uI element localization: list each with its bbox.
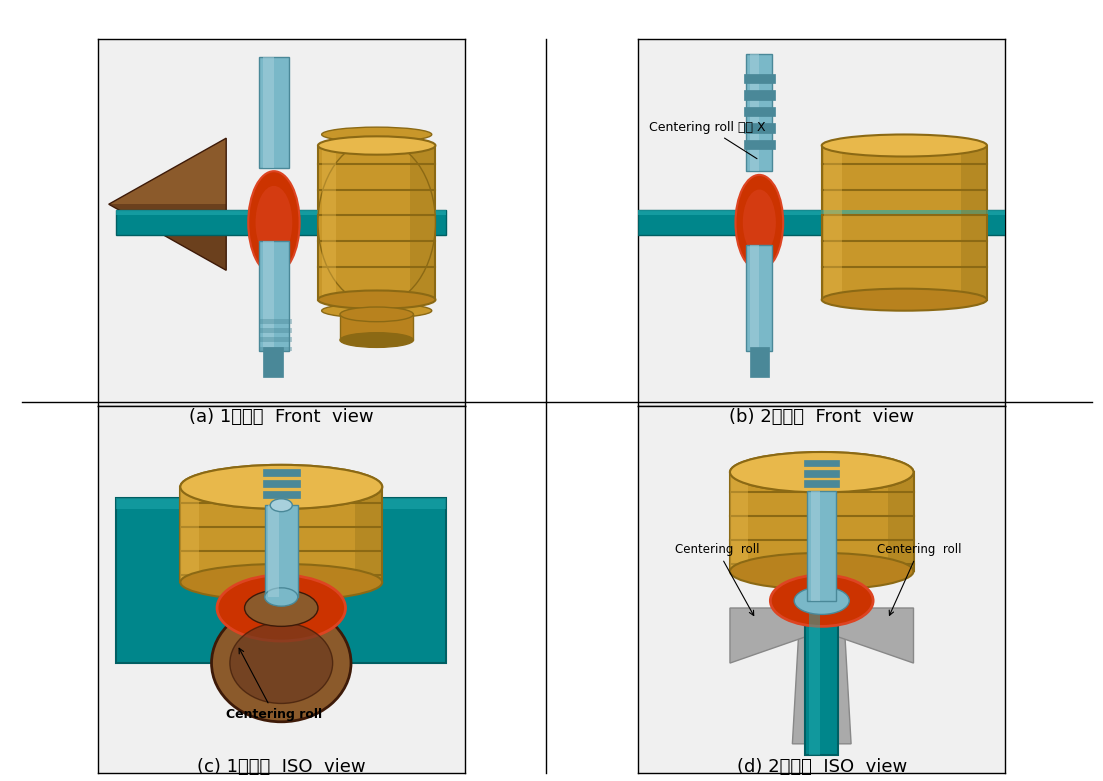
FancyBboxPatch shape bbox=[743, 107, 774, 116]
FancyBboxPatch shape bbox=[180, 487, 383, 583]
Ellipse shape bbox=[265, 588, 298, 606]
Ellipse shape bbox=[822, 134, 987, 156]
Text: Centering roll: Centering roll bbox=[226, 648, 322, 721]
Text: Centering  roll: Centering roll bbox=[675, 543, 759, 615]
Text: (c) 1차년도  ISO  view: (c) 1차년도 ISO view bbox=[197, 758, 365, 776]
FancyBboxPatch shape bbox=[259, 58, 289, 168]
FancyBboxPatch shape bbox=[258, 337, 291, 342]
FancyBboxPatch shape bbox=[961, 145, 987, 300]
Polygon shape bbox=[829, 608, 913, 663]
FancyBboxPatch shape bbox=[824, 145, 842, 300]
Ellipse shape bbox=[256, 186, 292, 259]
Ellipse shape bbox=[730, 452, 913, 492]
Polygon shape bbox=[109, 138, 226, 270]
FancyBboxPatch shape bbox=[258, 328, 291, 333]
FancyBboxPatch shape bbox=[263, 491, 300, 498]
FancyBboxPatch shape bbox=[180, 487, 199, 583]
FancyBboxPatch shape bbox=[116, 210, 447, 216]
Ellipse shape bbox=[340, 307, 414, 322]
FancyBboxPatch shape bbox=[409, 145, 436, 300]
Ellipse shape bbox=[322, 303, 431, 318]
FancyBboxPatch shape bbox=[730, 473, 748, 572]
FancyBboxPatch shape bbox=[743, 140, 774, 149]
Ellipse shape bbox=[180, 564, 383, 601]
Ellipse shape bbox=[248, 171, 300, 274]
FancyBboxPatch shape bbox=[639, 210, 1005, 235]
FancyBboxPatch shape bbox=[804, 470, 839, 476]
Text: (a) 1차년도  Front  view: (a) 1차년도 Front view bbox=[189, 408, 374, 426]
Ellipse shape bbox=[318, 137, 436, 155]
FancyBboxPatch shape bbox=[116, 210, 447, 235]
FancyBboxPatch shape bbox=[639, 39, 1005, 406]
Ellipse shape bbox=[212, 604, 351, 722]
FancyBboxPatch shape bbox=[750, 244, 759, 351]
FancyBboxPatch shape bbox=[268, 505, 279, 597]
Ellipse shape bbox=[822, 289, 987, 311]
FancyBboxPatch shape bbox=[340, 315, 414, 340]
FancyBboxPatch shape bbox=[808, 597, 820, 754]
Text: Centering  roll: Centering roll bbox=[877, 543, 962, 615]
FancyBboxPatch shape bbox=[98, 406, 464, 773]
FancyBboxPatch shape bbox=[807, 490, 836, 601]
FancyBboxPatch shape bbox=[263, 58, 274, 168]
Ellipse shape bbox=[794, 587, 849, 615]
Ellipse shape bbox=[245, 590, 318, 626]
FancyBboxPatch shape bbox=[263, 348, 283, 376]
Polygon shape bbox=[792, 615, 852, 744]
FancyBboxPatch shape bbox=[743, 123, 774, 133]
FancyBboxPatch shape bbox=[639, 210, 1005, 216]
Ellipse shape bbox=[180, 465, 383, 509]
Ellipse shape bbox=[270, 499, 292, 512]
FancyBboxPatch shape bbox=[318, 145, 436, 300]
Text: Centering roll 하중 X: Centering roll 하중 X bbox=[650, 121, 765, 159]
FancyBboxPatch shape bbox=[822, 145, 987, 300]
FancyBboxPatch shape bbox=[747, 244, 772, 351]
Polygon shape bbox=[730, 608, 814, 663]
FancyBboxPatch shape bbox=[263, 469, 300, 476]
Ellipse shape bbox=[217, 575, 345, 641]
Ellipse shape bbox=[318, 291, 436, 308]
FancyBboxPatch shape bbox=[730, 473, 913, 572]
Ellipse shape bbox=[736, 175, 783, 270]
FancyBboxPatch shape bbox=[265, 505, 298, 597]
FancyBboxPatch shape bbox=[355, 487, 383, 583]
FancyBboxPatch shape bbox=[747, 54, 772, 171]
Text: (d) 2차년도  ISO  view: (d) 2차년도 ISO view bbox=[737, 758, 907, 776]
Ellipse shape bbox=[730, 553, 913, 590]
FancyBboxPatch shape bbox=[263, 480, 300, 487]
Ellipse shape bbox=[318, 140, 436, 305]
FancyBboxPatch shape bbox=[804, 480, 839, 487]
FancyBboxPatch shape bbox=[116, 498, 447, 509]
Ellipse shape bbox=[340, 333, 414, 348]
FancyBboxPatch shape bbox=[804, 460, 839, 466]
FancyBboxPatch shape bbox=[322, 145, 336, 300]
FancyBboxPatch shape bbox=[259, 241, 289, 351]
FancyBboxPatch shape bbox=[743, 91, 774, 100]
Text: (b) 2차년도  Front  view: (b) 2차년도 Front view bbox=[729, 408, 914, 426]
Polygon shape bbox=[116, 498, 447, 663]
FancyBboxPatch shape bbox=[258, 319, 291, 323]
FancyBboxPatch shape bbox=[263, 241, 274, 351]
Ellipse shape bbox=[770, 575, 874, 626]
FancyBboxPatch shape bbox=[743, 74, 774, 83]
FancyBboxPatch shape bbox=[888, 473, 913, 572]
Ellipse shape bbox=[322, 127, 431, 142]
FancyBboxPatch shape bbox=[258, 347, 291, 351]
Ellipse shape bbox=[229, 622, 333, 704]
FancyBboxPatch shape bbox=[750, 348, 769, 376]
FancyBboxPatch shape bbox=[98, 39, 464, 406]
FancyBboxPatch shape bbox=[805, 597, 838, 754]
FancyBboxPatch shape bbox=[750, 54, 759, 171]
FancyBboxPatch shape bbox=[811, 490, 820, 601]
Polygon shape bbox=[109, 205, 226, 270]
Ellipse shape bbox=[180, 465, 383, 509]
Ellipse shape bbox=[742, 190, 775, 255]
Ellipse shape bbox=[730, 452, 913, 492]
FancyBboxPatch shape bbox=[639, 406, 1005, 773]
